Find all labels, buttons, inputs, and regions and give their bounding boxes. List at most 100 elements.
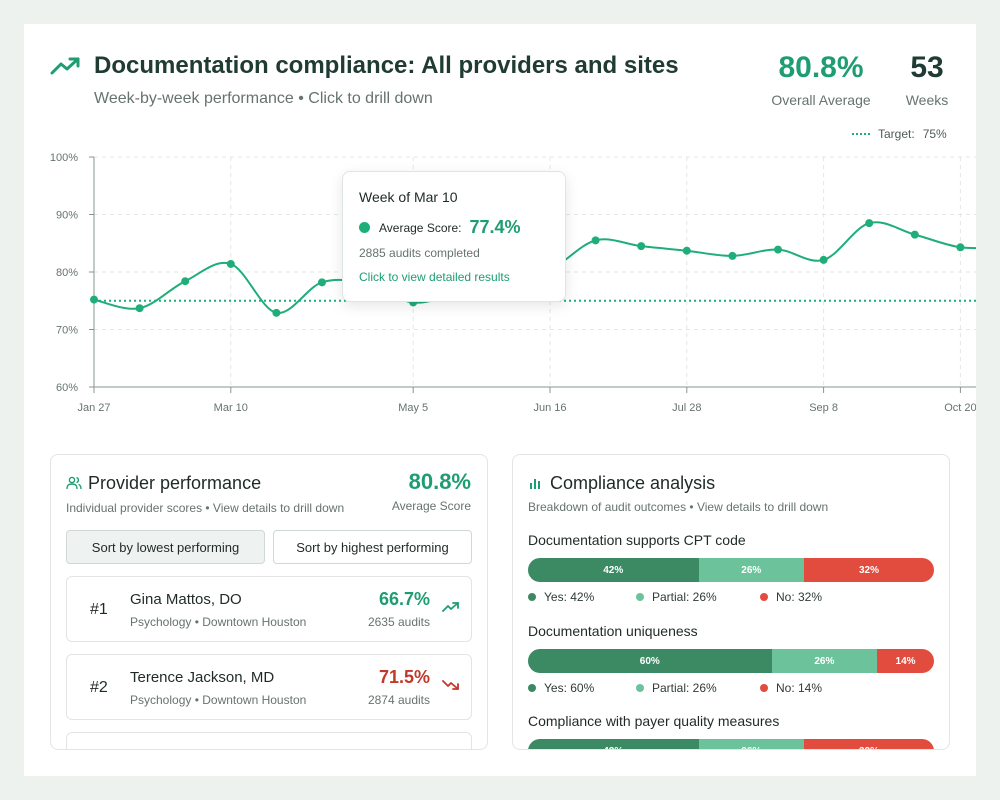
metric-title: Documentation supports CPT code: [528, 532, 746, 548]
data-point: [637, 242, 646, 251]
data-point: [181, 277, 190, 286]
data-point: [226, 259, 235, 268]
target-line-swatch: [852, 133, 870, 135]
y-tick-label: 70%: [56, 325, 78, 337]
provider-audits: 2635 audits: [367, 615, 430, 629]
provider-average-score: 80.8% Average Score: [392, 469, 471, 513]
trending-up-icon: [442, 602, 459, 612]
bar-segment-no: 14%: [877, 649, 934, 673]
provider-card[interactable]: #1 Gina Mattos, DO Psychology • Downtown…: [66, 576, 472, 642]
target-legend: Target: 75%: [852, 127, 947, 141]
legend-yes: Yes: 60%: [528, 681, 636, 695]
provider-rank: #1: [90, 601, 108, 618]
legend-partial: Partial: 26%: [636, 590, 760, 604]
bar-segment-partial: 26%: [698, 558, 805, 582]
bar-segment-no: 32%: [804, 739, 934, 749]
provider-card[interactable]: [66, 732, 472, 749]
series-color-dot: [359, 222, 370, 233]
provider-performance-panel: Provider performance Individual provider…: [50, 454, 488, 750]
provider-meta: Psychology • Downtown Houston: [130, 693, 307, 707]
chart-tooltip: Week of Mar 10 Average Score: 77.4% 2885…: [342, 171, 566, 302]
y-tick-label: 100%: [50, 152, 78, 164]
x-tick-label: Jun 16: [533, 402, 566, 414]
overall-average-kpi: 80.8% Overall Average: [766, 50, 876, 108]
y-tick-label: 80%: [56, 267, 78, 279]
target-value: 75%: [922, 127, 947, 141]
legend-no: No: 32%: [760, 590, 822, 604]
weekly-compliance-chart[interactable]: 60% 70% 80% 90% 100% Jan 27 Mar 10 May 5 Jun 16 J…: [24, 142, 976, 442]
sort-highest-button[interactable]: Sort by highest performing: [273, 530, 472, 564]
provider-meta: Psychology • Downtown Houston: [130, 615, 307, 629]
tooltip-score-value: 77.4%: [469, 217, 521, 237]
provider-average-value: 80.8%: [408, 469, 471, 494]
legend-yes: Yes: 42%: [528, 590, 636, 604]
bar-segment-no: 32%: [804, 558, 934, 582]
metric-cpt-code[interactable]: Documentation supports CPT code 42% 26% …: [528, 532, 934, 604]
weeks-label: Weeks: [905, 92, 949, 108]
trending-down-icon: [442, 680, 459, 690]
x-tick-label: Mar 10: [214, 402, 248, 414]
y-tick-label: 60%: [56, 382, 78, 394]
tooltip-audits: 2885 audits completed: [359, 246, 480, 260]
provider-score: 66.7%: [378, 589, 430, 609]
bar-legend: Yes: 60% Partial: 26% No: 14%: [528, 681, 934, 695]
data-point: [910, 230, 919, 239]
sort-lowest-button[interactable]: Sort by lowest performing: [66, 530, 265, 564]
users-icon: [66, 476, 82, 490]
compliance-panel-title: Compliance analysis: [550, 473, 716, 493]
metric-title: Documentation uniqueness: [528, 623, 698, 639]
data-point: [819, 255, 828, 264]
page-subtitle: Week-by-week performance • Click to dril…: [94, 90, 433, 107]
x-tick-label: Sep 8: [809, 402, 838, 414]
bar-chart-icon: [530, 479, 540, 489]
trending-up-icon: [50, 57, 80, 75]
data-point: [90, 295, 98, 304]
tooltip-title: Week of Mar 10: [359, 189, 458, 205]
tooltip-score-label: Average Score:: [379, 220, 462, 235]
overall-average-value: 80.8%: [778, 51, 864, 84]
metric-title: Compliance with payer quality measures: [528, 713, 780, 729]
provider-panel-subtitle: Individual provider scores • View detail…: [66, 501, 345, 515]
bar-segment-partial: 26%: [771, 649, 878, 673]
data-point: [682, 246, 691, 255]
bar-legend: Yes: 42% Partial: 26% No: 32%: [528, 590, 934, 604]
legend-no: No: 14%: [760, 681, 822, 695]
data-point: [956, 243, 965, 252]
bar-segment-yes: 42%: [528, 739, 699, 749]
metric-payer-quality[interactable]: Compliance with payer quality measures 4…: [528, 713, 934, 749]
data-point: [318, 278, 326, 287]
data-point: [135, 304, 144, 313]
weeks-value: 53: [910, 51, 944, 84]
target-label: Target:: [878, 127, 915, 141]
x-tick-label: Jul 28: [672, 402, 701, 414]
data-point: [591, 236, 600, 245]
y-tick-label: 90%: [56, 210, 78, 222]
bar-segment-yes: 60%: [528, 649, 772, 673]
legend-partial: Partial: 26%: [636, 681, 760, 695]
weeks-kpi: 53 Weeks: [896, 50, 958, 108]
stacked-bar: 42% 26% 32%: [528, 739, 934, 749]
bar-segment-partial: 26%: [698, 739, 805, 749]
provider-rank: #2: [90, 679, 108, 696]
provider-average-label: Average Score: [391, 499, 471, 513]
page-title: Documentation compliance: All providers …: [94, 52, 679, 79]
compliance-panel-subtitle: Breakdown of audit outcomes • View detai…: [528, 500, 829, 514]
provider-score: 71.5%: [378, 667, 430, 687]
x-tick-label: Oct 20: [944, 402, 976, 414]
stacked-bar: 60% 26% 14%: [528, 649, 934, 673]
dashboard-card: Documentation compliance: All providers …: [24, 24, 976, 776]
provider-card[interactable]: #2 Terence Jackson, MD Psychology • Down…: [66, 654, 472, 720]
provider-name: Gina Mattos, DO: [130, 591, 242, 608]
data-point: [865, 219, 874, 228]
data-point: [272, 308, 281, 317]
data-point: [774, 245, 782, 254]
overall-average-label: Overall Average: [771, 92, 871, 108]
stacked-bar: 42% 26% 32%: [528, 558, 934, 582]
provider-audits: 2874 audits: [367, 693, 430, 707]
compliance-analysis-panel: Compliance analysis Breakdown of audit o…: [512, 454, 950, 750]
x-tick-label: May 5: [398, 402, 428, 414]
metric-uniqueness[interactable]: Documentation uniqueness 60% 26% 14% Yes…: [528, 623, 934, 695]
x-tick-label: Jan 27: [77, 402, 110, 414]
provider-name: Terence Jackson, MD: [130, 669, 275, 686]
tooltip-detail-link[interactable]: Click to view detailed results: [359, 270, 510, 284]
